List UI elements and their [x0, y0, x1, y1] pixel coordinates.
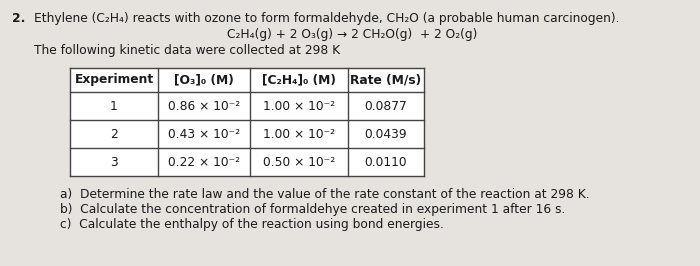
Text: 1.00 × 10⁻²: 1.00 × 10⁻² [263, 99, 335, 113]
Text: Experiment: Experiment [74, 73, 153, 86]
Text: 2.: 2. [12, 12, 25, 25]
Text: 0.50 × 10⁻²: 0.50 × 10⁻² [263, 156, 335, 168]
Text: 0.0110: 0.0110 [365, 156, 407, 168]
Text: 3: 3 [110, 156, 118, 168]
Bar [70, 68, 424, 176]
Text: 2: 2 [110, 127, 118, 140]
Text: Rate (M/s): Rate (M/s) [351, 73, 421, 86]
Text: 0.43 × 10⁻²: 0.43 × 10⁻² [168, 127, 240, 140]
Text: Ethylene (C₂H₄) reacts with ozone to form formaldehyde, CH₂O (a probable human c: Ethylene (C₂H₄) reacts with ozone to for… [34, 12, 619, 25]
Text: b)  Calculate the concentration of formaldehye created in experiment 1 after 16 : b) Calculate the concentration of formal… [60, 203, 566, 216]
Text: C₂H₄(g) + 2 O₃(g) → 2 CH₂O(g)  + 2 O₂(g): C₂H₄(g) + 2 O₃(g) → 2 CH₂O(g) + 2 O₂(g) [227, 28, 477, 41]
Text: [C₂H₄]₀ (M): [C₂H₄]₀ (M) [262, 73, 336, 86]
Text: [O₃]₀ (M): [O₃]₀ (M) [174, 73, 234, 86]
Text: 0.0439: 0.0439 [365, 127, 407, 140]
Text: The following kinetic data were collected at 298 K: The following kinetic data were collecte… [34, 44, 340, 57]
Text: 1: 1 [110, 99, 118, 113]
Text: 0.0877: 0.0877 [365, 99, 407, 113]
Text: 0.22 × 10⁻²: 0.22 × 10⁻² [168, 156, 240, 168]
Text: a)  Determine the rate law and the value of the rate constant of the reaction at: a) Determine the rate law and the value … [60, 188, 589, 201]
Text: 1.00 × 10⁻²: 1.00 × 10⁻² [263, 127, 335, 140]
Text: c)  Calculate the enthalpy of the reaction using bond energies.: c) Calculate the enthalpy of the reactio… [60, 218, 444, 231]
Text: 0.86 × 10⁻²: 0.86 × 10⁻² [168, 99, 240, 113]
